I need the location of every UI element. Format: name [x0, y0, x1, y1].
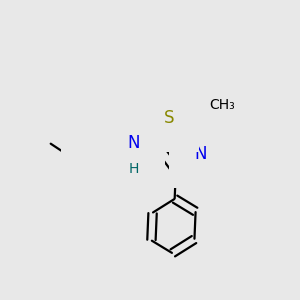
Text: S: S: [164, 109, 174, 127]
Text: H: H: [129, 162, 139, 176]
Text: O: O: [106, 118, 120, 136]
Text: N: N: [128, 134, 140, 152]
Text: CH₃: CH₃: [210, 98, 235, 112]
Text: O: O: [85, 134, 99, 152]
Text: N: N: [194, 145, 206, 163]
